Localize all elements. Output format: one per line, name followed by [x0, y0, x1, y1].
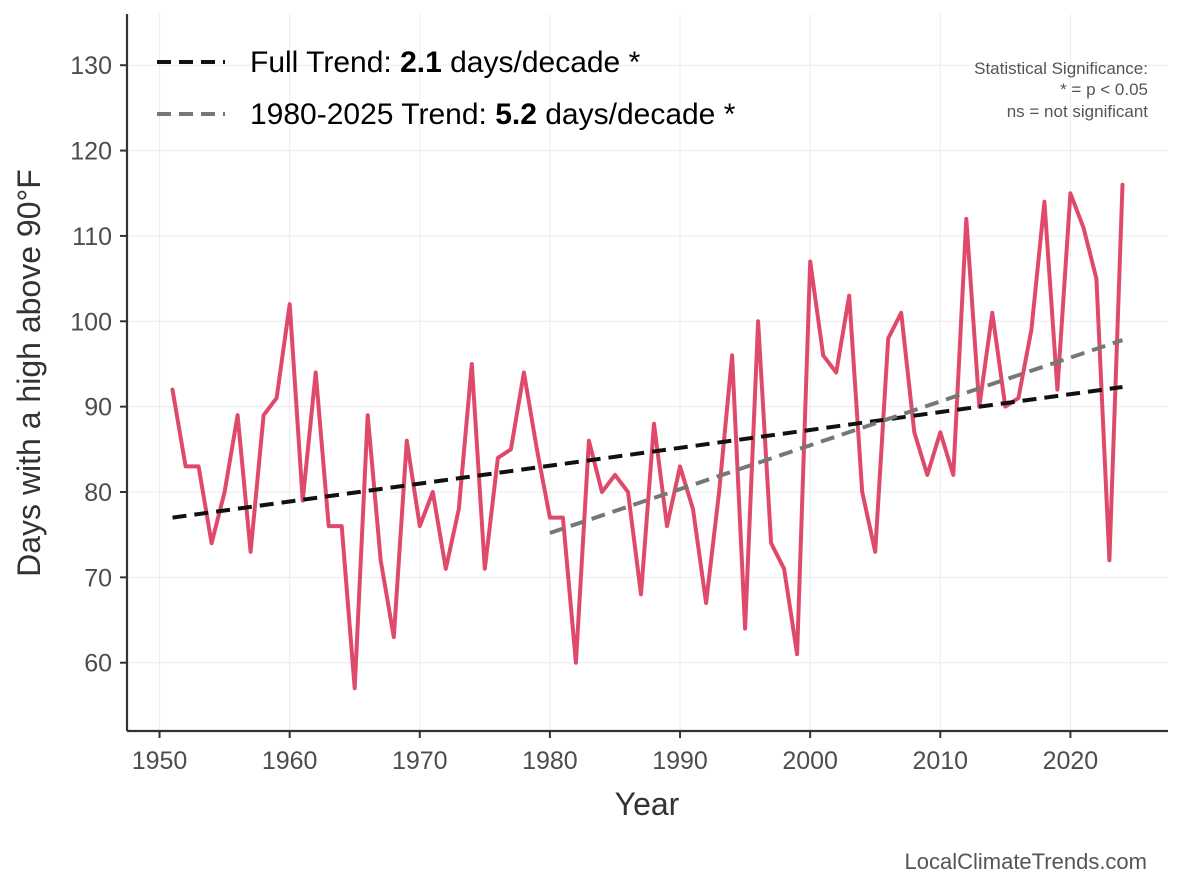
legend-full-trend-value: 2.1	[400, 46, 442, 79]
x-tick-label-1990: 1990	[652, 747, 708, 775]
significance-ns: ns = not significant	[1007, 102, 1149, 121]
x-axis-title: Year	[615, 786, 680, 822]
x-tick-label-1970: 1970	[392, 747, 448, 775]
legend-recent-trend-value: 5.2	[495, 98, 537, 131]
legend-recent-trend-suffix: days/decade *	[537, 98, 736, 131]
significance-note: Statistical Significance: * = p < 0.05 n…	[974, 59, 1148, 121]
y-tick-label-100: 100	[70, 308, 112, 336]
legend-recent-trend-name: 1980-2025 Trend:	[250, 98, 495, 131]
x-tick-label-1950: 1950	[132, 747, 188, 775]
trend-lines	[172, 338, 1124, 535]
recent-trend-line	[549, 338, 1124, 535]
x-tick-label-2020: 2020	[1043, 747, 1099, 775]
legend-label-full-trend: Full Trend: 2.1 days/decade *	[250, 46, 641, 79]
full-trend-line	[172, 385, 1123, 520]
y-tick-label-80: 80	[84, 479, 112, 507]
y-tick-label-130: 130	[70, 52, 112, 80]
source-credit: LocalClimateTrends.com	[905, 849, 1148, 874]
significance-title: Statistical Significance:	[974, 59, 1148, 78]
y-tick-label-70: 70	[84, 564, 112, 592]
x-tick-label-2010: 2010	[912, 747, 968, 775]
y-tick-label-110: 110	[72, 223, 112, 251]
legend-full-trend-suffix: days/decade *	[442, 46, 641, 79]
x-tick-label-1960: 1960	[262, 747, 318, 775]
legend-label-recent-trend: 1980-2025 Trend: 5.2 days/decade *	[250, 98, 736, 131]
legend: Full Trend: 2.1 days/decade * 1980-2025 …	[157, 46, 736, 131]
axes	[125, 14, 1168, 733]
significance-threshold: * = p < 0.05	[1060, 80, 1148, 99]
y-axis-title: Days with a high above 90°F	[11, 169, 47, 577]
x-tick-label-1980: 1980	[522, 747, 578, 775]
x-tick-label-2000: 2000	[782, 747, 838, 775]
ticks: 1950 1960 1970 1980 1990 2000 2010 2020 60 70 80 90…	[70, 52, 1098, 775]
y-tick-label-90: 90	[84, 394, 112, 422]
data-series	[170, 182, 1125, 691]
legend-full-trend-name: Full Trend:	[250, 46, 400, 79]
series-line-0	[170, 182, 1125, 691]
y-tick-label-120: 120	[70, 138, 112, 166]
y-tick-label-60: 60	[84, 650, 112, 678]
